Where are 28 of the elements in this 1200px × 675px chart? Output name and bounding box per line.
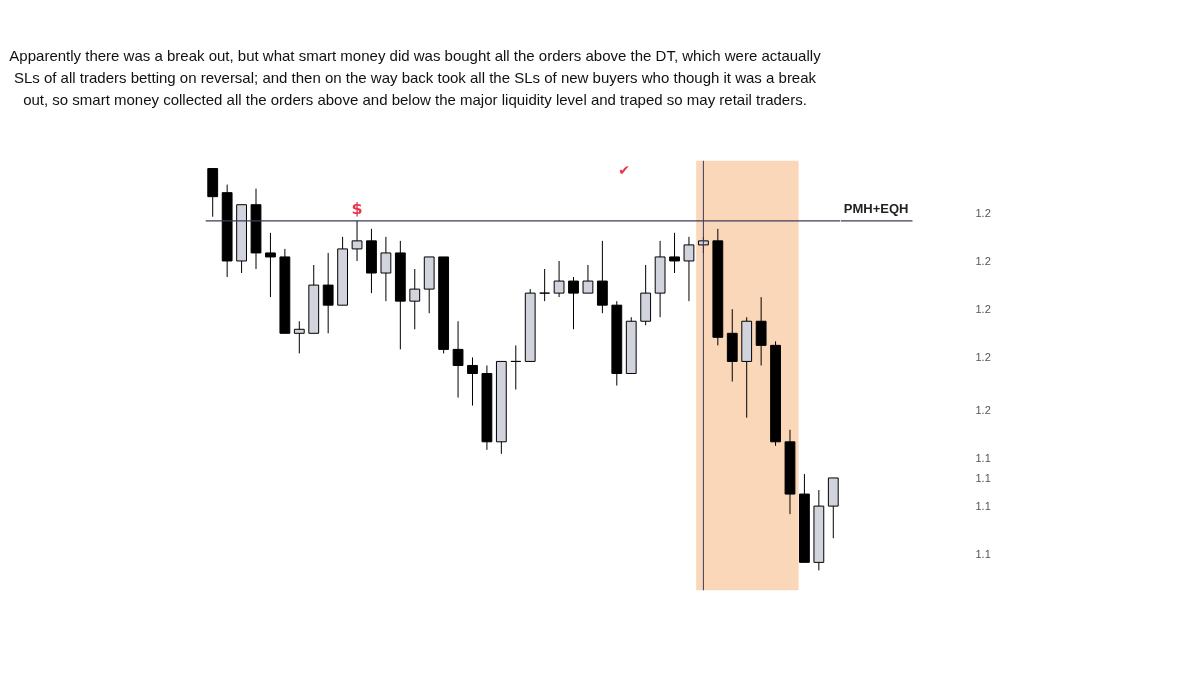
candlestick	[322, 252, 334, 334]
candlestick	[380, 236, 392, 302]
text: 1.2	[975, 254, 991, 267]
candlestick	[553, 260, 565, 298]
text: 1.2	[975, 351, 991, 364]
text: 1.1	[975, 451, 991, 464]
candlestick	[293, 320, 305, 354]
text: 1.2	[975, 206, 991, 219]
candlestick	[568, 276, 579, 330]
candlestick	[669, 232, 680, 274]
text: 1.1	[975, 500, 991, 513]
chart-title: Apparently there was a break out, but what smart money did was bought all the orders above the DT, which were actaually SLs of all traders betting on reversal; and then on the way back took all the SLs of new buyers who though it was a break out, so smart money collected all the orders above and below the major liquidity level and traped so may retail traders.	[8, 46, 822, 110]
candlestick	[409, 268, 421, 330]
text: 1.1	[975, 471, 991, 484]
candlestick	[452, 320, 464, 399]
text: 1.2	[975, 303, 991, 316]
candlestick	[510, 344, 522, 391]
candlestick	[351, 220, 363, 262]
candlestick	[539, 268, 551, 302]
annotation: ✔	[618, 161, 630, 178]
candlestick	[582, 264, 594, 294]
text: 1.2	[975, 403, 991, 416]
candlestick	[467, 356, 478, 407]
ref-line-label: PMH+EQH	[843, 200, 909, 216]
candlestick	[265, 232, 276, 298]
text: 1.1	[975, 548, 991, 561]
annotation: $	[351, 198, 363, 218]
candlestick	[683, 236, 695, 302]
